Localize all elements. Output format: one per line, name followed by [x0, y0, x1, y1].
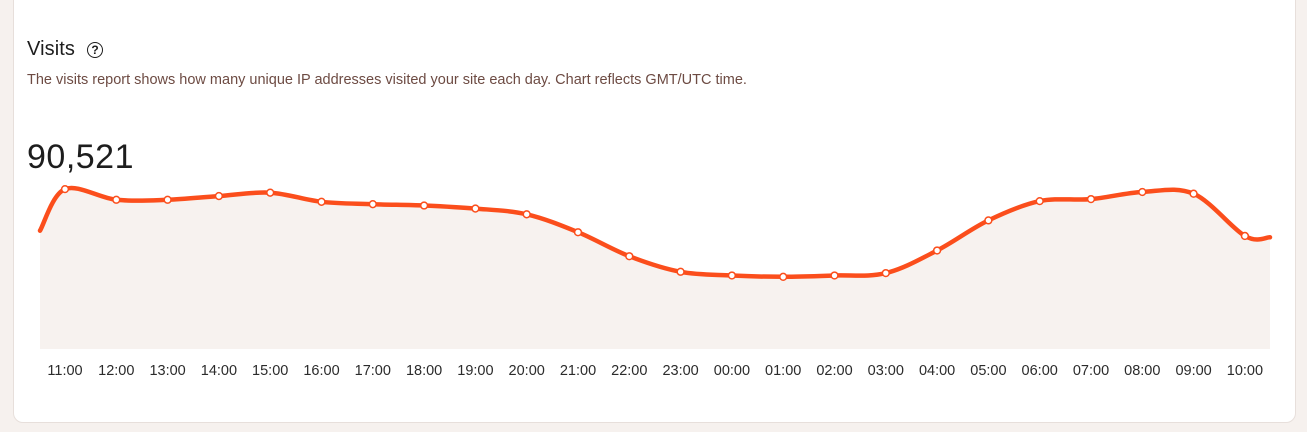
data-point[interactable] [729, 272, 736, 279]
x-tick-label: 15:00 [252, 363, 288, 379]
x-tick-label: 03:00 [868, 363, 904, 379]
data-point[interactable] [267, 189, 274, 196]
data-point[interactable] [1242, 233, 1249, 240]
data-point[interactable] [421, 202, 428, 209]
x-tick-label: 01:00 [765, 363, 801, 379]
data-point[interactable] [985, 217, 992, 224]
x-tick-label: 09:00 [1175, 363, 1211, 379]
x-tick-label: 10:00 [1227, 363, 1263, 379]
data-point[interactable] [934, 247, 941, 254]
data-point[interactable] [626, 253, 633, 260]
x-tick-label: 08:00 [1124, 363, 1160, 379]
x-tick-label: 20:00 [509, 363, 545, 379]
data-point[interactable] [1036, 198, 1043, 205]
x-tick-label: 13:00 [149, 363, 185, 379]
x-tick-label: 06:00 [1022, 363, 1058, 379]
data-point[interactable] [1139, 189, 1146, 196]
data-point[interactable] [575, 229, 582, 236]
data-point[interactable] [831, 272, 838, 279]
x-tick-label: 07:00 [1073, 363, 1109, 379]
x-tick-label: 11:00 [47, 363, 82, 379]
x-tick-label: 00:00 [714, 363, 750, 379]
data-point[interactable] [216, 193, 223, 200]
x-tick-label: 22:00 [611, 363, 647, 379]
x-tick-label: 19:00 [457, 363, 493, 379]
data-point[interactable] [164, 196, 171, 203]
data-point[interactable] [1088, 196, 1095, 203]
data-point[interactable] [318, 198, 325, 205]
x-tick-label: 12:00 [98, 363, 134, 379]
x-tick-label: 23:00 [662, 363, 698, 379]
data-point[interactable] [62, 186, 69, 193]
data-point[interactable] [882, 270, 889, 277]
data-point[interactable] [472, 205, 479, 212]
x-tick-label: 16:00 [303, 363, 339, 379]
x-tick-label: 05:00 [970, 363, 1006, 379]
data-point[interactable] [1190, 190, 1197, 197]
data-point[interactable] [113, 196, 120, 203]
x-tick-label: 17:00 [355, 363, 391, 379]
x-tick-label: 21:00 [560, 363, 596, 379]
x-tick-label: 18:00 [406, 363, 442, 379]
data-point[interactable] [523, 211, 530, 218]
x-tick-label: 04:00 [919, 363, 955, 379]
chart-area-fill [40, 188, 1270, 349]
data-point[interactable] [677, 268, 684, 275]
x-tick-label: 02:00 [816, 363, 852, 379]
data-point[interactable] [369, 201, 376, 208]
data-point[interactable] [780, 273, 787, 280]
x-tick-label: 14:00 [201, 363, 237, 379]
